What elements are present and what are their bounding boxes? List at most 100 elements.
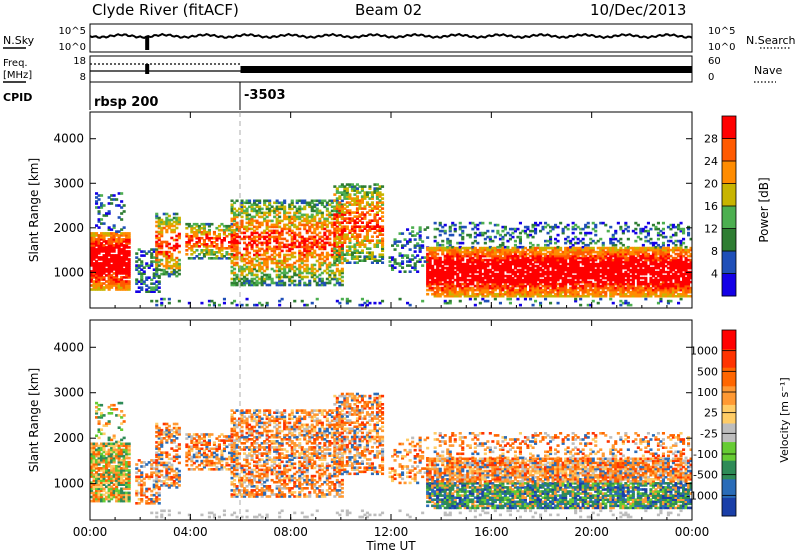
power-cell: [491, 254, 495, 258]
power-cell: [451, 266, 455, 270]
power-cell: [340, 203, 344, 207]
power-cell: [155, 254, 159, 258]
power-cell: [333, 273, 337, 277]
power-cell: [122, 204, 126, 207]
power-cell: [526, 282, 530, 286]
power-cell: [355, 221, 359, 224]
power-cell: [315, 225, 319, 229]
power-cell: [280, 219, 284, 223]
power-cell: [122, 240, 126, 243]
power-cell: [162, 240, 166, 244]
power-cell: [268, 233, 272, 237]
power-cell: [408, 248, 412, 251]
power-cell: [345, 259, 349, 262]
power-cell: [293, 205, 297, 209]
power-cell: [175, 256, 179, 260]
power-cell: [120, 260, 124, 263]
power-cell: [428, 260, 432, 264]
power-cell: [335, 217, 339, 220]
power-cell: [233, 283, 237, 287]
power-cell: [516, 274, 520, 278]
power-cell: [401, 244, 405, 247]
power-cell: [368, 209, 372, 212]
power-cell: [358, 185, 362, 188]
power-cell: [255, 245, 259, 249]
power-cell: [235, 239, 239, 243]
power-cell: [584, 233, 588, 237]
power-cell: [303, 263, 307, 267]
power-cell: [318, 237, 322, 241]
power-cell: [564, 288, 568, 292]
power-cell: [554, 266, 558, 270]
power-cell: [428, 252, 432, 256]
power-cell: [212, 236, 216, 240]
power-cell: [436, 294, 440, 298]
power-cell: [456, 246, 460, 250]
power-cell: [125, 268, 129, 271]
power-cell: [293, 279, 297, 283]
power-cell: [115, 240, 119, 243]
power-cell: [526, 227, 530, 231]
power-cell: [305, 217, 309, 221]
power-cell: [559, 286, 563, 290]
power-cell: [483, 272, 487, 276]
power-cell: [549, 282, 553, 286]
power-cell: [320, 215, 324, 219]
power-cell: [360, 199, 364, 202]
power-cell: [263, 211, 267, 215]
power-cell: [471, 227, 475, 231]
power-cell: [363, 235, 367, 238]
power-cell: [644, 248, 648, 252]
power-cell: [310, 201, 314, 205]
power-cell: [571, 292, 575, 296]
power-cell: [446, 252, 450, 256]
power-cell: [448, 290, 452, 294]
power-cell: [325, 219, 329, 223]
power-cell: [170, 258, 174, 262]
power-cell: [205, 232, 209, 236]
power-cell: [473, 276, 477, 280]
power-cell: [401, 232, 405, 235]
power-cell: [350, 203, 354, 206]
power-cell: [318, 231, 322, 235]
power-cell: [97, 284, 101, 287]
power-cell: [511, 288, 515, 292]
power-cell: [235, 247, 239, 251]
power-cell: [609, 258, 613, 262]
power-cell: [448, 270, 452, 274]
power-cell: [273, 223, 277, 227]
power-cell: [453, 266, 457, 270]
power-cell: [551, 260, 555, 264]
power-cell: [614, 246, 618, 250]
power-cell: [308, 227, 312, 231]
power-cell: [100, 244, 104, 247]
power-cell: [431, 250, 435, 254]
power-cell: [581, 266, 585, 270]
power-cell: [619, 294, 623, 298]
power-cell: [656, 262, 660, 266]
power-cell: [320, 279, 324, 283]
power-cell: [466, 290, 470, 294]
power-cell: [278, 299, 282, 303]
power-cell: [441, 276, 445, 280]
power-cell: [481, 294, 485, 298]
power-cell: [308, 253, 312, 257]
power-cell: [463, 274, 467, 278]
power-cell: [90, 234, 94, 237]
power-cell: [323, 255, 327, 259]
power-cell: [340, 183, 344, 186]
power-cell: [596, 266, 600, 270]
power-cell: [549, 278, 553, 282]
power-cell: [564, 264, 568, 268]
power-cell: [493, 268, 497, 272]
power-cell: [438, 282, 442, 286]
power-cell: [285, 211, 289, 215]
power-cell: [408, 240, 412, 243]
power-cell: [631, 258, 635, 262]
power-cell: [290, 251, 294, 255]
power-cell: [197, 257, 201, 260]
power-cell: [333, 205, 337, 209]
power-cell: [110, 282, 114, 285]
power-cell: [458, 292, 462, 296]
power-cell: [381, 227, 385, 230]
